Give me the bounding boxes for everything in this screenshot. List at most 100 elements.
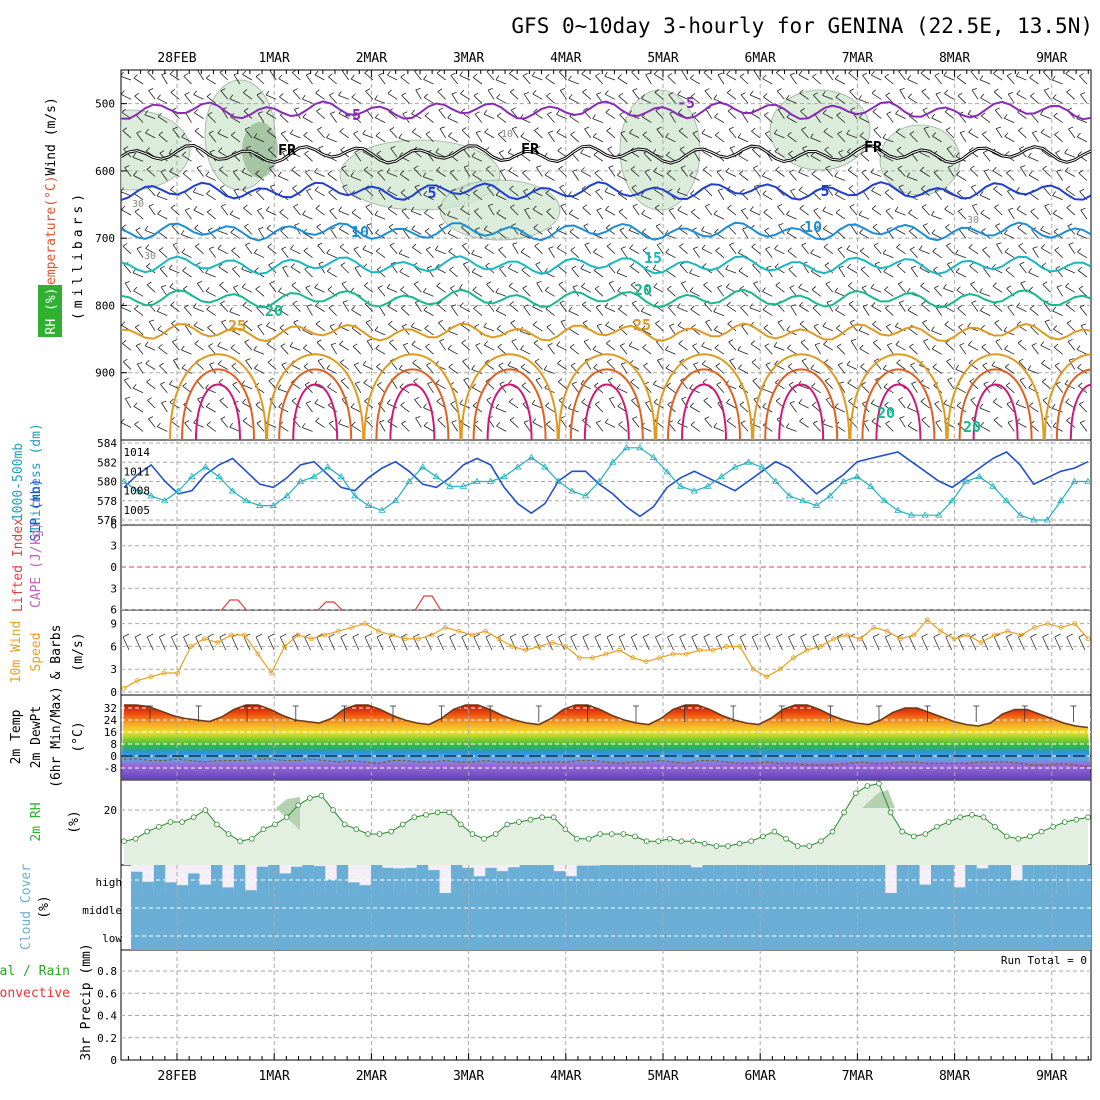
thickness-tick-584: 584 (97, 437, 117, 450)
cloud-high-bar (348, 882, 361, 893)
cloud-high-bar (736, 865, 749, 893)
warm-contour (861, 368, 936, 440)
wind-barb-flag (1015, 399, 1020, 405)
wind-barb (812, 76, 821, 85)
contour-label: 25 (228, 317, 246, 335)
wind-barb (220, 303, 229, 312)
wind-speed-marker (871, 625, 877, 630)
wind-barb-flag (342, 300, 348, 303)
wind-barb (363, 151, 374, 158)
wind-speed-marker (362, 621, 368, 626)
wind-barb (123, 264, 132, 274)
wind-barb-flag (473, 92, 479, 96)
wind-barb-flag (340, 377, 346, 382)
date-label-bottom-28FEB: 28FEB (157, 1069, 196, 1084)
wind-barb-flag (920, 166, 925, 171)
warm-contour (764, 368, 839, 440)
wind-barb (897, 283, 906, 293)
wind-barb (229, 98, 241, 104)
wind-barb (558, 71, 567, 81)
wind-barb (425, 346, 434, 355)
wind-barb (717, 190, 725, 201)
wind-barb (992, 401, 1003, 409)
wind-barb (134, 424, 144, 432)
rh-marker (632, 833, 638, 840)
wind-barb-flag (181, 364, 186, 369)
wind-barb-flag (604, 187, 609, 192)
wind-barb-flag (1053, 112, 1058, 117)
cloud-high-bar (782, 865, 795, 893)
wind-barb (1041, 363, 1051, 370)
wind-barb (399, 271, 410, 278)
wind-barb (315, 208, 325, 216)
wind-barb (220, 418, 229, 428)
wind-barb-flag (705, 319, 711, 323)
wind-barb (134, 211, 144, 220)
wind-barb-flag (522, 73, 528, 77)
wind-barb (304, 268, 313, 278)
rh-marker (562, 826, 569, 832)
wind-barb-flag (645, 400, 651, 404)
wind-barb-flag (689, 287, 694, 292)
wind10-barb (1066, 636, 1074, 651)
millibars-label: (millibars) (71, 190, 86, 320)
wind-barb-flag (242, 70, 247, 75)
wind-barb-flag (822, 90, 826, 96)
wind-barb (399, 174, 410, 181)
wind-barb-flag (799, 320, 805, 325)
wind-barb (605, 324, 616, 332)
wind10-barb (267, 636, 275, 651)
wind-barb (980, 310, 991, 316)
wind-barb (690, 77, 700, 85)
wind-barb (993, 419, 1003, 428)
wind-barb-flag (691, 227, 697, 231)
wind-barb-flag (221, 319, 227, 323)
wind-barb-flag (813, 92, 818, 96)
wind-barb (1077, 367, 1088, 374)
contour-label: 30 (132, 199, 144, 210)
wind-barb (979, 194, 991, 201)
wind-barb (366, 340, 374, 351)
wind-barb (1064, 383, 1075, 390)
wind-barb (571, 383, 580, 394)
wind-barb (558, 168, 567, 177)
wind-barb (653, 73, 664, 81)
wind-barb (811, 173, 821, 181)
wind-barb-flag (278, 305, 283, 310)
thickness-marker (1084, 477, 1091, 484)
wind-speed-marker (697, 647, 703, 653)
wind-barb-flag (401, 304, 406, 309)
wind-barb-flag (292, 185, 297, 189)
wind-barb (971, 89, 979, 100)
wind-barb-flag (461, 127, 467, 131)
wind-barb (1030, 326, 1039, 336)
cloud-high-bar (359, 885, 372, 893)
wind-barb-flag (874, 358, 879, 362)
wind10-barb (1030, 636, 1037, 651)
wind-barb (934, 75, 943, 85)
wind-barb-flag (859, 132, 864, 137)
wind-barb-flag (933, 169, 939, 173)
wind-barb (993, 73, 1003, 81)
wind-barb (701, 230, 712, 235)
wind-barb-flag (1055, 381, 1061, 385)
wind10-barb-flag (764, 633, 771, 638)
wind-barb (134, 95, 144, 104)
wind-barb (447, 233, 458, 239)
wind-barb (330, 113, 338, 123)
wind-barb (268, 149, 277, 158)
wind-barb-flag (123, 358, 128, 363)
wind-barb-flag (859, 229, 864, 234)
thickness-marker (962, 477, 970, 484)
wind-barb-flag (665, 364, 670, 369)
precip-axis-label: 3hr Precip (mm) (79, 943, 94, 1060)
wind-barb (692, 345, 701, 355)
wind-barb (849, 206, 858, 216)
wind-barb (592, 349, 604, 355)
cloud-high-bar (942, 865, 955, 893)
wind-barb-flag (219, 397, 225, 401)
wind-barb-flag (595, 188, 601, 192)
wind-barb (655, 323, 664, 332)
wind-speed-marker (590, 655, 596, 661)
wind-barb-flag (291, 281, 297, 286)
